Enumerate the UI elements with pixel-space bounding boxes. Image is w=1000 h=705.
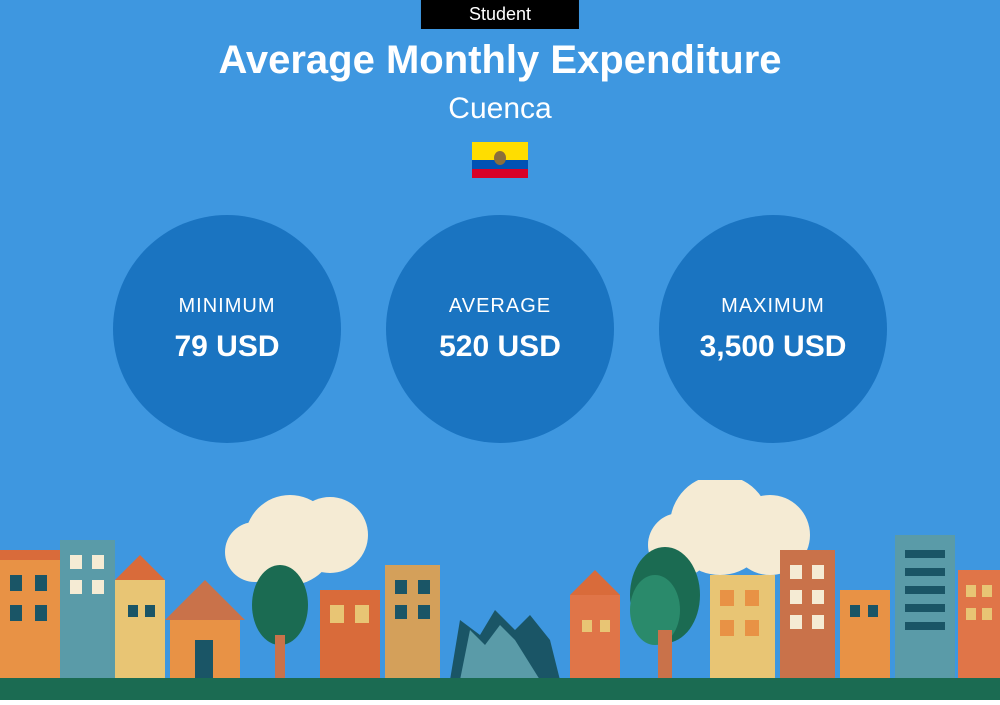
main-title: Average Monthly Expenditure xyxy=(0,38,1000,83)
stat-value: 79 USD xyxy=(174,330,279,364)
stat-circles-row: MINIMUM 79 USD AVERAGE 520 USD MAXIMUM 3… xyxy=(0,215,1000,443)
location-subtitle: Cuenca xyxy=(0,92,1000,126)
stat-label: MINIMUM xyxy=(179,295,276,318)
cityscape-illustration xyxy=(0,480,1000,700)
category-badge: Student xyxy=(421,0,579,29)
country-flag-icon xyxy=(472,142,528,178)
stat-circle-minimum: MINIMUM 79 USD xyxy=(113,215,341,443)
infographic-container: Student Average Monthly Expenditure Cuen… xyxy=(0,0,1000,700)
stat-value: 3,500 USD xyxy=(700,330,847,364)
stat-circle-maximum: MAXIMUM 3,500 USD xyxy=(659,215,887,443)
stat-circle-average: AVERAGE 520 USD xyxy=(386,215,614,443)
badge-label: Student xyxy=(469,4,531,24)
stat-label: AVERAGE xyxy=(449,295,551,318)
stat-value: 520 USD xyxy=(439,330,561,364)
stat-label: MAXIMUM xyxy=(721,295,825,318)
